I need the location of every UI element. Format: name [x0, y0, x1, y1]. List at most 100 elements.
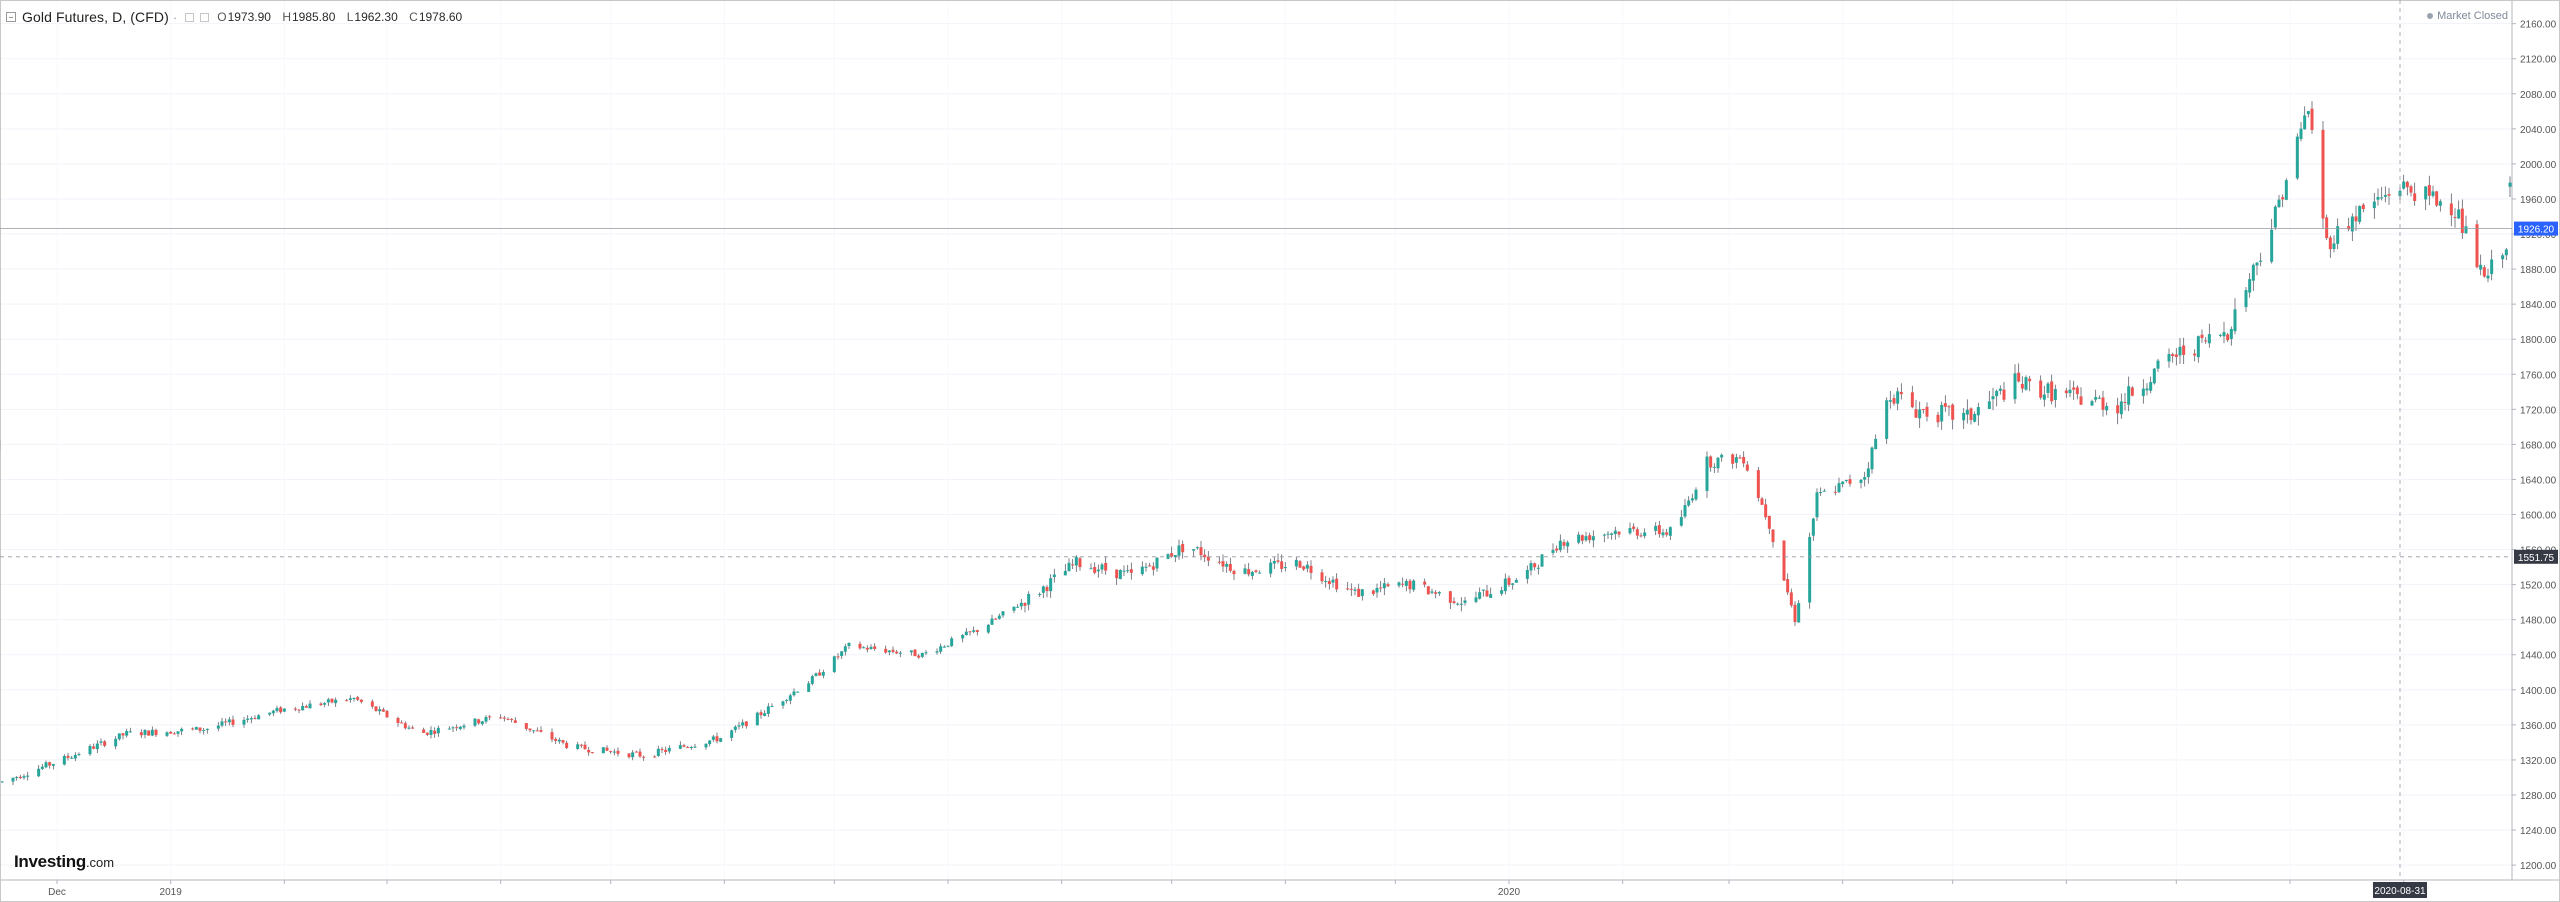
candle-body: [946, 645, 950, 647]
candle-body: [2486, 275, 2490, 279]
candle-body: [2105, 406, 2109, 411]
candle-body: [843, 646, 847, 652]
candle-body: [1093, 567, 1097, 573]
candle-body: [77, 754, 81, 756]
candle-body: [2310, 108, 2314, 131]
candle-body: [1687, 500, 1691, 506]
candle-body: [1844, 479, 1848, 481]
candle-body: [939, 646, 943, 652]
collapse-icon[interactable]: [6, 12, 16, 22]
candle-body: [2251, 264, 2255, 281]
candle-body: [909, 650, 913, 653]
candle-body: [2149, 382, 2153, 391]
settings-icon[interactable]: [185, 12, 195, 22]
candle-body: [1797, 603, 1801, 623]
candle-body: [2127, 386, 2131, 405]
candle-body: [873, 646, 877, 650]
candle-body: [1228, 563, 1232, 571]
candle-body: [1155, 557, 1159, 569]
candle-body: [1423, 581, 1427, 585]
candle-body: [370, 701, 374, 707]
candle-body: [1514, 579, 1518, 583]
candle-body: [1250, 571, 1254, 576]
candle-body: [2475, 224, 2479, 268]
candle-body: [935, 651, 939, 653]
candle-body: [612, 751, 616, 753]
candle-body: [1943, 403, 1947, 407]
candle-body: [1324, 580, 1328, 582]
candle-body: [1709, 456, 1713, 468]
candle-body: [1089, 568, 1093, 570]
candle-body: [429, 730, 433, 735]
candle-body: [1173, 555, 1177, 558]
candle-body: [2325, 217, 2329, 239]
candle-body: [1437, 591, 1441, 594]
candle-body: [2101, 397, 2105, 410]
candle-body: [2438, 201, 2442, 206]
candle-body: [66, 755, 70, 758]
y-tick-label: 2120.00: [2520, 55, 2557, 66]
candle-body: [1221, 561, 1225, 567]
crosshair-price-label: 1551.75: [2518, 553, 2555, 564]
candle-body: [1738, 457, 1742, 459]
candle-body: [2449, 203, 2453, 216]
candle-body: [48, 762, 52, 766]
candle-body: [1995, 390, 1999, 397]
candle-body: [473, 718, 477, 726]
candle-body: [0, 781, 4, 783]
crosshair-price-tag: [2514, 549, 2558, 564]
candle-body: [323, 703, 327, 705]
candle-body: [2222, 332, 2226, 337]
candle-body: [1745, 464, 1749, 471]
candle-body: [2387, 194, 2391, 196]
candle-body: [268, 712, 272, 715]
candle-body: [2156, 360, 2160, 369]
candle-body: [2226, 334, 2230, 341]
candle-body: [1360, 589, 1364, 596]
candle-body: [616, 750, 620, 754]
candle-body: [396, 717, 400, 723]
candle-body: [576, 744, 580, 749]
candle-body: [2204, 340, 2208, 342]
candle-body: [2431, 191, 2435, 196]
candle-body: [1606, 533, 1610, 535]
candle-body: [205, 728, 209, 731]
candle-body: [2248, 279, 2252, 293]
candle-body: [634, 751, 638, 753]
candle-body: [301, 705, 305, 711]
y-tick-label: 1840.00: [2520, 300, 2557, 311]
candle-body: [88, 746, 92, 755]
candle-body: [821, 671, 825, 676]
candle-body: [1074, 556, 1078, 566]
candle-body: [2141, 388, 2145, 396]
drag-handle[interactable]: [0, 440, 4, 450]
x-tick-label: Dec: [48, 887, 66, 898]
candle-body: [40, 766, 44, 769]
candle-body: [1936, 414, 1940, 423]
candle-body: [1012, 606, 1016, 611]
candle-body: [1386, 584, 1390, 587]
candle-body: [1096, 569, 1100, 572]
candle-body: [1811, 518, 1815, 536]
candle-body: [249, 718, 253, 720]
candle-body: [733, 726, 737, 730]
candle-body: [2376, 197, 2380, 200]
candle-body: [1665, 532, 1669, 535]
candle-body: [1140, 566, 1144, 575]
candle-body: [2273, 206, 2277, 228]
candle-body: [2402, 181, 2406, 189]
candle-body: [150, 729, 154, 736]
candle-body: [2321, 129, 2325, 219]
hide-icon[interactable]: [200, 12, 210, 22]
candle-body: [2255, 262, 2259, 266]
candle-body: [2218, 334, 2222, 336]
candle-body: [920, 652, 924, 657]
candle-body: [345, 700, 349, 702]
candle-body: [2453, 216, 2457, 218]
candle-body: [422, 729, 426, 733]
candle-body: [1833, 491, 1837, 493]
candle-body: [2013, 373, 2017, 400]
